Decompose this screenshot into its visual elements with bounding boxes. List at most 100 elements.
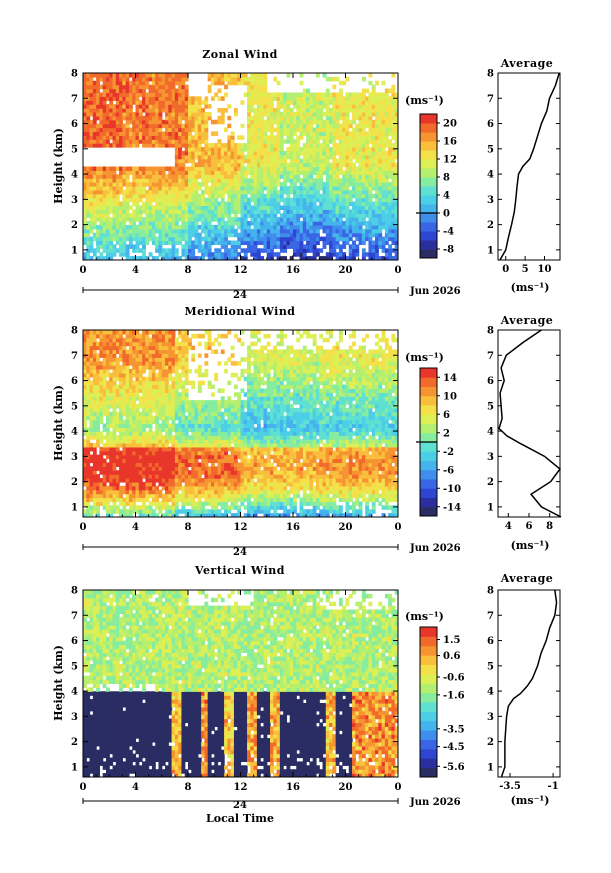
meridional-wind-cell bbox=[122, 368, 127, 374]
zonal-wind-cell bbox=[109, 221, 114, 226]
zonal-wind-cell bbox=[151, 115, 156, 121]
zonal-wind-cell bbox=[338, 131, 343, 136]
zonal-wind-cell bbox=[345, 131, 350, 136]
zonal-wind-cell bbox=[319, 131, 324, 136]
zonal-wind-cell bbox=[122, 170, 127, 175]
zonal-wind-cell bbox=[319, 162, 324, 168]
zonal-wind-cell bbox=[283, 127, 288, 133]
zonal-wind-cell bbox=[112, 127, 117, 133]
meridional-wind-cell bbox=[138, 411, 143, 417]
zonal-wind-cell bbox=[155, 104, 160, 109]
zonal-wind-cell bbox=[345, 256, 350, 260]
zonal-wind-cell bbox=[158, 135, 163, 140]
zonal-wind-cell bbox=[155, 224, 160, 230]
zonal-wind-cell bbox=[352, 131, 356, 136]
zonal-wind-cell bbox=[368, 182, 373, 187]
zonal-wind-cell bbox=[243, 166, 248, 171]
zonal-wind-cell bbox=[315, 100, 320, 105]
zonal-wind-cell bbox=[201, 139, 206, 144]
zonal-wind-cell bbox=[201, 158, 206, 164]
zonal-wind-cell bbox=[112, 166, 117, 171]
meridional-wind-cell bbox=[148, 509, 153, 514]
zonal-wind-cell bbox=[273, 197, 278, 203]
meridional-wind-cell bbox=[89, 474, 94, 479]
zonal-wind-cell bbox=[161, 248, 166, 253]
meridional-wind-cell bbox=[151, 466, 156, 471]
zonal-wind-cell bbox=[358, 213, 363, 218]
zonal-wind-cell bbox=[102, 139, 107, 144]
zonal-wind-cell bbox=[388, 115, 393, 121]
zonal-wind-cell bbox=[86, 248, 91, 253]
zonal-wind-cell bbox=[171, 100, 176, 105]
zonal-wind-cell bbox=[210, 205, 215, 210]
zonal-wind-cell bbox=[243, 232, 248, 238]
meridional-wind-cell bbox=[132, 462, 137, 467]
zonal-wind-cell bbox=[102, 80, 107, 86]
zonal-wind-cell bbox=[109, 182, 114, 187]
zonal-wind-cell bbox=[322, 201, 327, 207]
zonal-wind-cell bbox=[171, 73, 176, 78]
zonal-wind-cell bbox=[319, 92, 324, 97]
zonal-wind-cell bbox=[168, 170, 173, 175]
zonal-wind-cell bbox=[388, 100, 393, 105]
zonal-wind-cell bbox=[184, 232, 189, 238]
meridional-wind-cell bbox=[86, 458, 91, 464]
zonal-wind-cell bbox=[312, 209, 317, 214]
zonal-wind-cell bbox=[368, 150, 373, 156]
zonal-wind-cell bbox=[394, 193, 398, 199]
zonal-wind-cell bbox=[302, 228, 307, 234]
meridional-wind-cell bbox=[128, 481, 133, 487]
zonal-wind-cell bbox=[375, 185, 379, 191]
zonal-wind-cell bbox=[315, 73, 320, 78]
zonal-wind-cell bbox=[381, 182, 386, 187]
zonal-wind-cell bbox=[381, 189, 386, 195]
zonal-wind-cell bbox=[161, 119, 166, 125]
zonal-wind-cell bbox=[302, 201, 307, 207]
zonal-wind-cell bbox=[368, 244, 373, 249]
meridional-wind-cell bbox=[99, 407, 104, 413]
meridional-wind-cell bbox=[155, 392, 160, 397]
zonal-wind-cell bbox=[338, 127, 343, 133]
meridional-wind-cell bbox=[148, 400, 153, 405]
zonal-wind-cell bbox=[332, 154, 337, 160]
zonal-wind-cell bbox=[260, 119, 265, 125]
zonal-wind-cell bbox=[270, 205, 274, 210]
zonal-wind-cell bbox=[102, 96, 107, 101]
zonal-wind-cell bbox=[184, 131, 189, 136]
zonal-wind-cell bbox=[306, 96, 311, 101]
zonal-wind-cell bbox=[371, 217, 376, 222]
zonal-wind-cell bbox=[325, 201, 330, 207]
meridional-wind-cell bbox=[122, 353, 127, 358]
zonal-wind-cell bbox=[191, 217, 196, 222]
zonal-wind-cell bbox=[217, 119, 222, 125]
zonal-wind-cell bbox=[86, 193, 91, 199]
zonal-wind-cell bbox=[184, 108, 189, 113]
zonal-wind-cell bbox=[315, 135, 320, 140]
zonal-wind-cell bbox=[279, 127, 284, 133]
zonal-wind-cell bbox=[220, 232, 225, 238]
zonal-wind-cell bbox=[161, 143, 166, 148]
zonal-wind-cell bbox=[89, 80, 94, 86]
zonal-wind-cell bbox=[230, 252, 235, 257]
zonal-wind-cell bbox=[361, 189, 366, 195]
zonal-wind-cell bbox=[250, 170, 255, 175]
zonal-wind-cell bbox=[302, 224, 307, 230]
meridional-wind-cell bbox=[145, 474, 150, 479]
zonal-wind-cell bbox=[142, 84, 146, 90]
zonal-wind-cell bbox=[237, 143, 242, 148]
zonal-wind-cell bbox=[256, 236, 261, 242]
zonal-wind-cell bbox=[312, 205, 317, 210]
zonal-wind-cell bbox=[247, 232, 251, 238]
zonal-wind-cell bbox=[142, 108, 146, 113]
zonal-wind-cell bbox=[155, 189, 160, 195]
zonal-wind-cell bbox=[270, 209, 274, 214]
zonal-wind-cell bbox=[342, 205, 347, 210]
zonal-wind-cell bbox=[105, 73, 110, 78]
zonal-wind-cell bbox=[204, 182, 209, 187]
meridional-wind-cell bbox=[138, 333, 143, 339]
zonal-wind-cell bbox=[148, 76, 153, 82]
zonal-wind-cell bbox=[99, 244, 104, 249]
zonal-wind-cell bbox=[299, 162, 304, 168]
zonal-wind-cell bbox=[220, 150, 225, 156]
zonal-wind-cell bbox=[214, 252, 219, 257]
